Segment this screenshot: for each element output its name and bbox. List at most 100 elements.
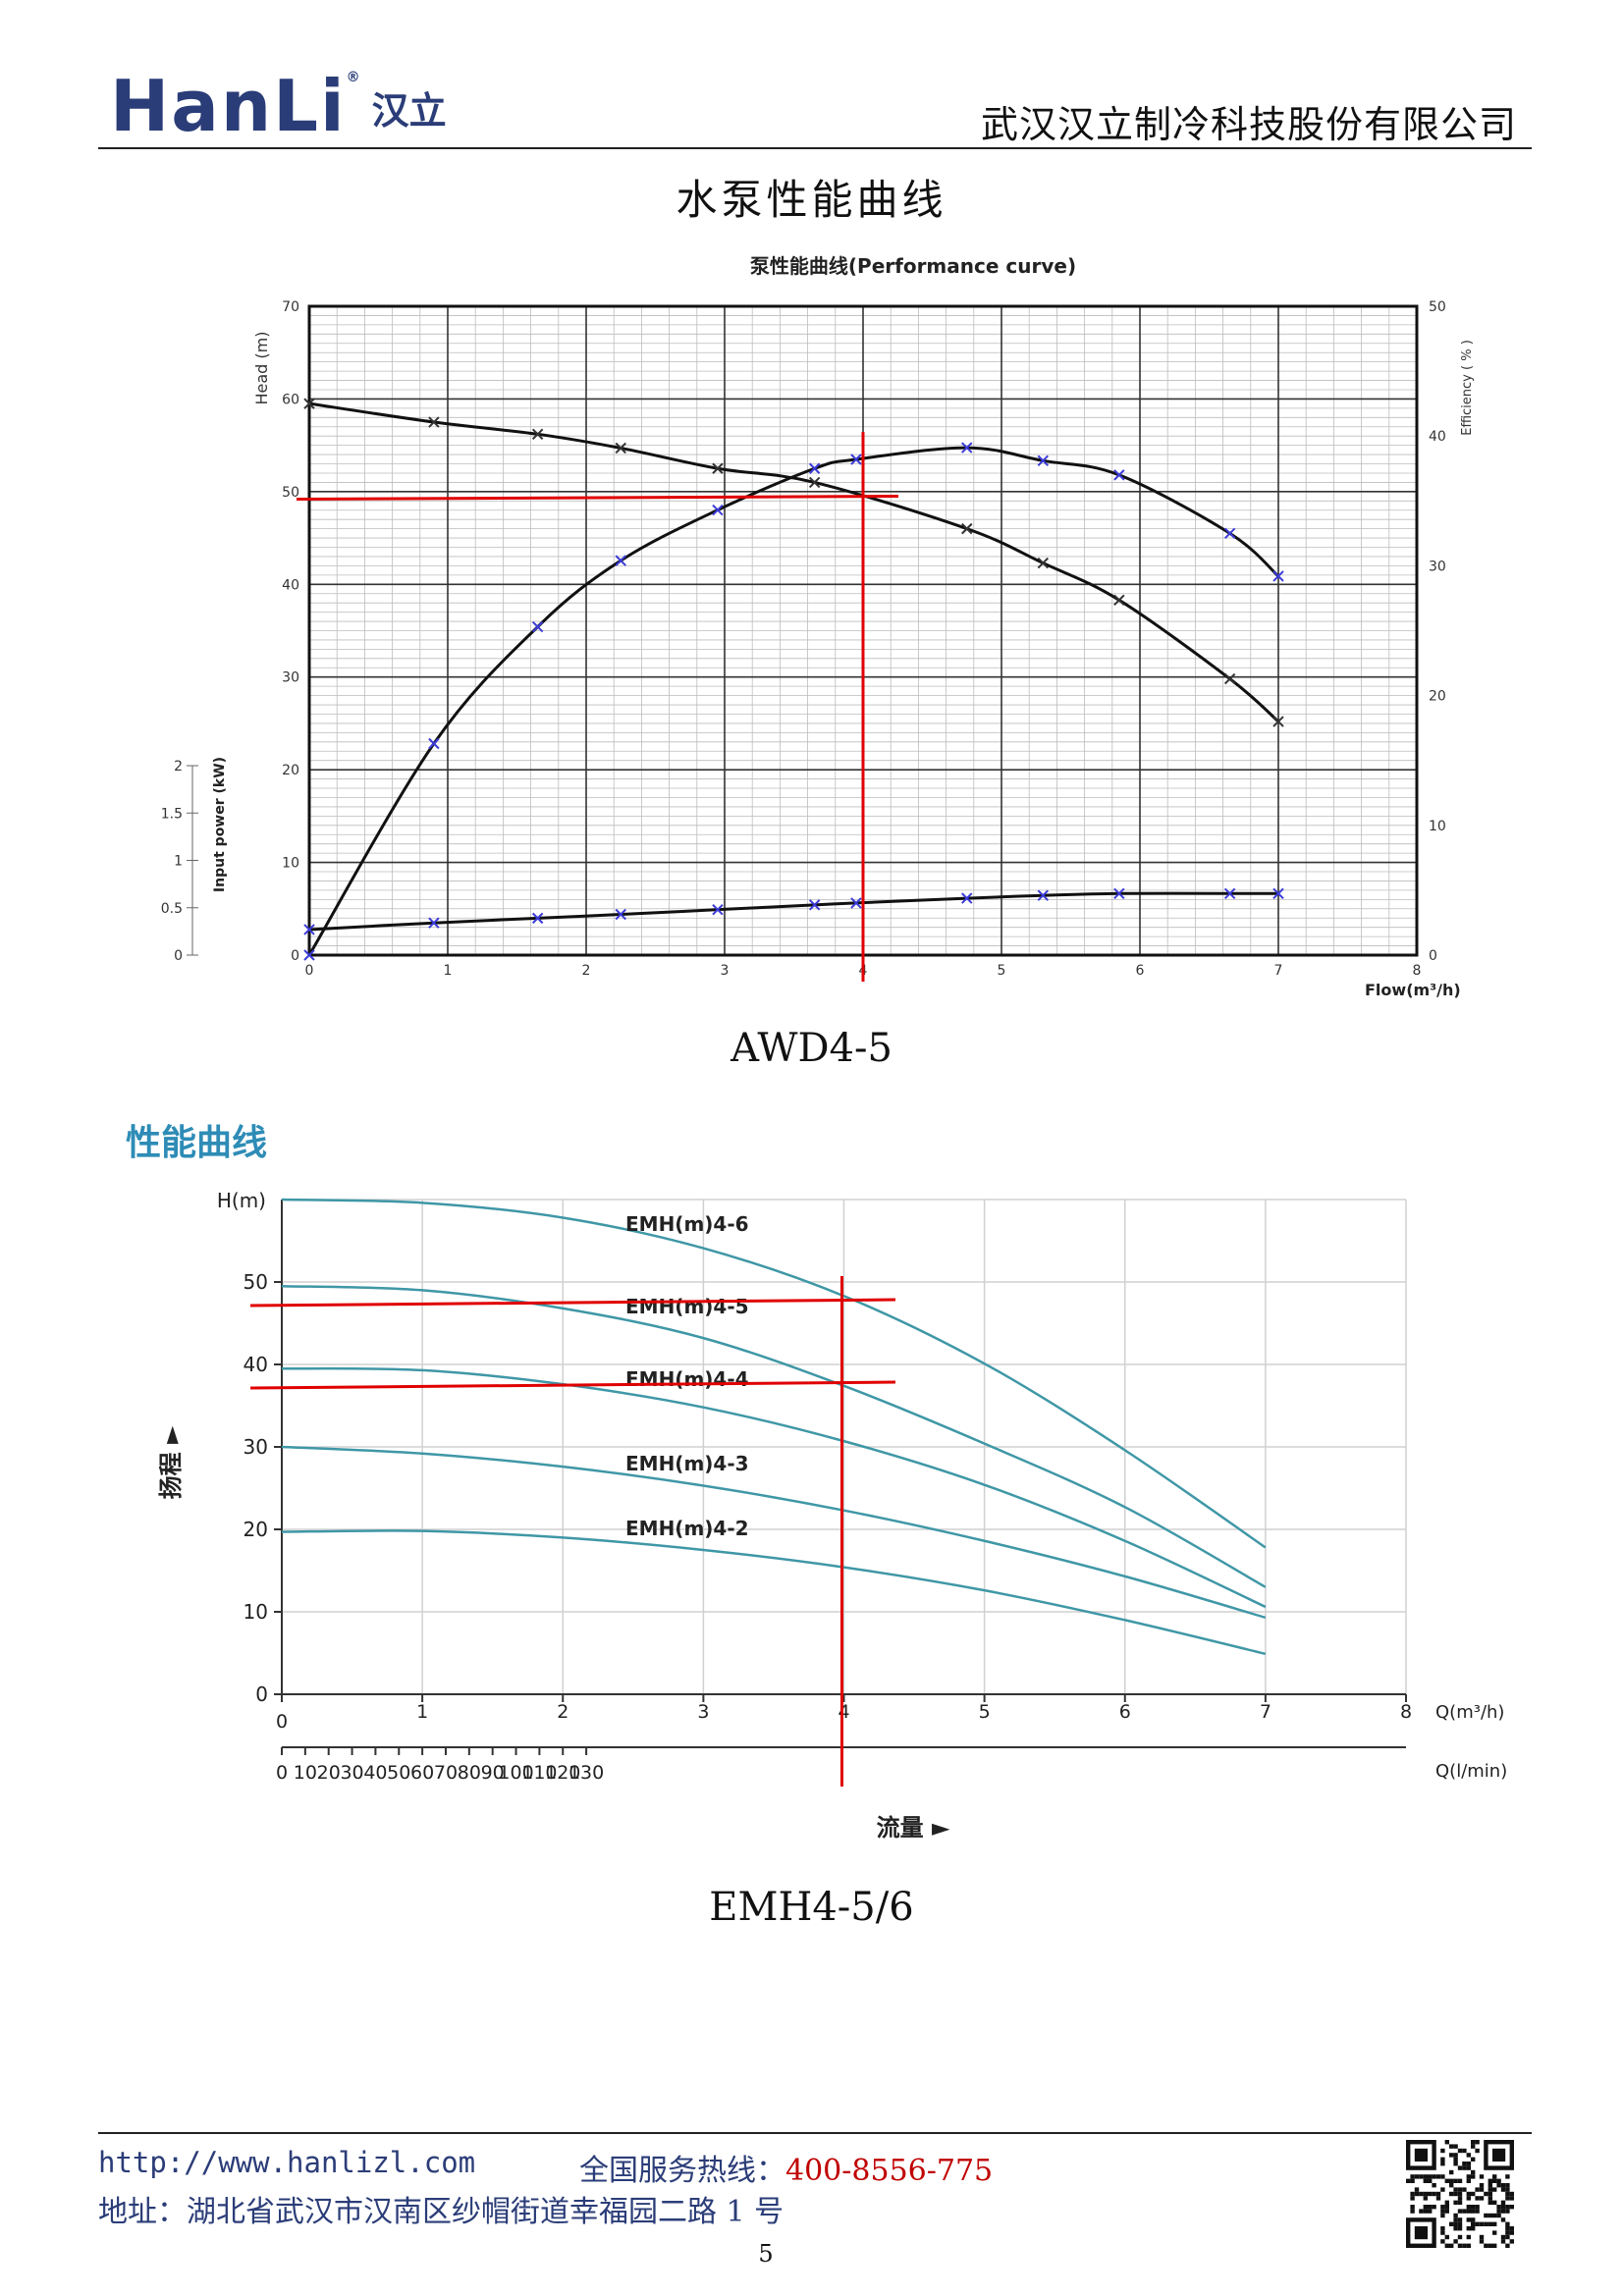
qr-module bbox=[1414, 2191, 1420, 2197]
qr-module bbox=[1471, 2169, 1476, 2175]
qr-module bbox=[1444, 2205, 1449, 2210]
qr-module bbox=[1471, 2217, 1476, 2222]
data-point-head bbox=[961, 522, 973, 535]
series-label: EMH(m)4-6 bbox=[625, 1212, 749, 1236]
data-point-head bbox=[428, 416, 440, 428]
qr-module bbox=[1440, 2187, 1445, 2192]
chart2-caption: EMH4-5/6 bbox=[709, 1885, 914, 1930]
qr-module bbox=[1462, 2165, 1467, 2170]
data-point-head bbox=[615, 442, 626, 454]
qr-module bbox=[1496, 2209, 1501, 2214]
section-title: 性能曲线 bbox=[126, 1123, 268, 1163]
qr-module bbox=[1505, 2226, 1510, 2231]
qr-module bbox=[1435, 2174, 1441, 2179]
x2-tick-label: 20 bbox=[317, 1762, 341, 1784]
qr-module bbox=[1444, 2140, 1449, 2145]
data-point-head bbox=[1272, 716, 1284, 727]
y-tick-label: 30 bbox=[282, 670, 299, 686]
x2-tick-label: 0 bbox=[276, 1762, 288, 1784]
x-tick-label: 1 bbox=[416, 1701, 428, 1723]
data-point-power bbox=[428, 917, 440, 929]
y3-tick-label: 2 bbox=[174, 759, 183, 774]
qr-module bbox=[1475, 2140, 1480, 2145]
data-point-head bbox=[1113, 594, 1125, 607]
series-label: EMH(m)4-5 bbox=[625, 1295, 749, 1318]
qr-module bbox=[1440, 2174, 1445, 2179]
qr-module bbox=[1462, 2162, 1467, 2166]
qr-module bbox=[1505, 2196, 1510, 2201]
qr-module bbox=[1419, 2209, 1424, 2214]
data-point-efficiency bbox=[1272, 570, 1284, 582]
data-point-efficiency bbox=[1223, 527, 1236, 540]
qr-module bbox=[1457, 2221, 1463, 2226]
qr-module bbox=[1466, 2209, 1471, 2214]
qr-module bbox=[1466, 2196, 1471, 2201]
y2-axis-label: Efficiency ( % ) bbox=[1460, 340, 1475, 436]
qr-module bbox=[1414, 2174, 1420, 2179]
qr-module bbox=[1428, 2174, 1433, 2179]
qr-module bbox=[1505, 2234, 1510, 2240]
x2-tick-label: 60 bbox=[410, 1762, 434, 1784]
qr-module bbox=[1423, 2191, 1428, 2197]
qr-module bbox=[1475, 2187, 1480, 2192]
x2-tick-label: 130 bbox=[568, 1762, 604, 1784]
x-tick-label: 5 bbox=[979, 1701, 991, 1723]
data-point-power bbox=[1037, 889, 1050, 901]
x-tick-label: 7 bbox=[1274, 963, 1283, 979]
qr-finder bbox=[1492, 2148, 1506, 2162]
y-tick-label: 30 bbox=[243, 1435, 268, 1459]
qr-module bbox=[1496, 2183, 1501, 2188]
footer-address: 地址：湖北省武汉市汉南区纱帽街道幸福园二路 1 号 bbox=[98, 2195, 784, 2229]
data-point-power bbox=[1272, 887, 1284, 899]
qr-module bbox=[1505, 2243, 1510, 2248]
qr-module bbox=[1457, 2234, 1463, 2240]
page-number: 5 bbox=[758, 2240, 774, 2268]
qr-module bbox=[1509, 2205, 1514, 2210]
qr-code[interactable] bbox=[1406, 2140, 1514, 2248]
qr-module bbox=[1509, 2226, 1514, 2231]
y3-tick-label: 1 bbox=[174, 854, 183, 870]
qr-module bbox=[1453, 2191, 1458, 2197]
footer-url[interactable]: http://www.hanlizl.com bbox=[98, 2146, 476, 2179]
qr-module bbox=[1492, 2200, 1497, 2205]
x-tick-label: 7 bbox=[1260, 1701, 1271, 1723]
qr-module bbox=[1410, 2174, 1415, 2179]
qr-module bbox=[1471, 2221, 1476, 2226]
registered-mark: ® bbox=[346, 70, 362, 85]
qr-module bbox=[1432, 2191, 1436, 2197]
qr-module bbox=[1505, 2191, 1510, 2197]
y-tick-label: 0 bbox=[255, 1682, 268, 1706]
y-tick-label: 40 bbox=[243, 1353, 268, 1376]
qr-module bbox=[1488, 2183, 1492, 2188]
data-point-efficiency bbox=[1113, 469, 1125, 481]
qr-module bbox=[1423, 2205, 1428, 2210]
qr-module bbox=[1449, 2243, 1454, 2248]
qr-module bbox=[1406, 2178, 1411, 2183]
qr-module bbox=[1479, 2239, 1485, 2244]
logo-text: HanLi bbox=[110, 65, 347, 147]
qr-module bbox=[1423, 2196, 1428, 2201]
data-point-efficiency bbox=[531, 620, 544, 633]
qr-module bbox=[1466, 2234, 1471, 2240]
qr-module bbox=[1492, 2243, 1497, 2248]
qr-module bbox=[1500, 2183, 1506, 2188]
data-point-efficiency bbox=[808, 462, 821, 474]
qr-module bbox=[1475, 2209, 1480, 2214]
company-logo: HanLi®汉立 bbox=[110, 71, 447, 141]
y-tick-label: 20 bbox=[282, 763, 299, 778]
qr-module bbox=[1457, 2217, 1463, 2222]
qr-module bbox=[1505, 2221, 1510, 2226]
qr-module bbox=[1505, 2209, 1510, 2214]
qr-module bbox=[1453, 2200, 1458, 2205]
series-power-line bbox=[308, 891, 1278, 932]
x2-tick-label: 110 bbox=[521, 1762, 557, 1784]
qr-module bbox=[1492, 2187, 1497, 2192]
qr-module bbox=[1423, 2209, 1428, 2214]
qr-module bbox=[1444, 2200, 1449, 2205]
qr-module bbox=[1496, 2178, 1501, 2183]
qr-module bbox=[1449, 2153, 1454, 2158]
qr-module bbox=[1453, 2217, 1458, 2222]
x2-tick-label: 120 bbox=[545, 1762, 580, 1784]
qr-module bbox=[1453, 2178, 1458, 2183]
y2-tick-label: 0 bbox=[1429, 948, 1437, 964]
